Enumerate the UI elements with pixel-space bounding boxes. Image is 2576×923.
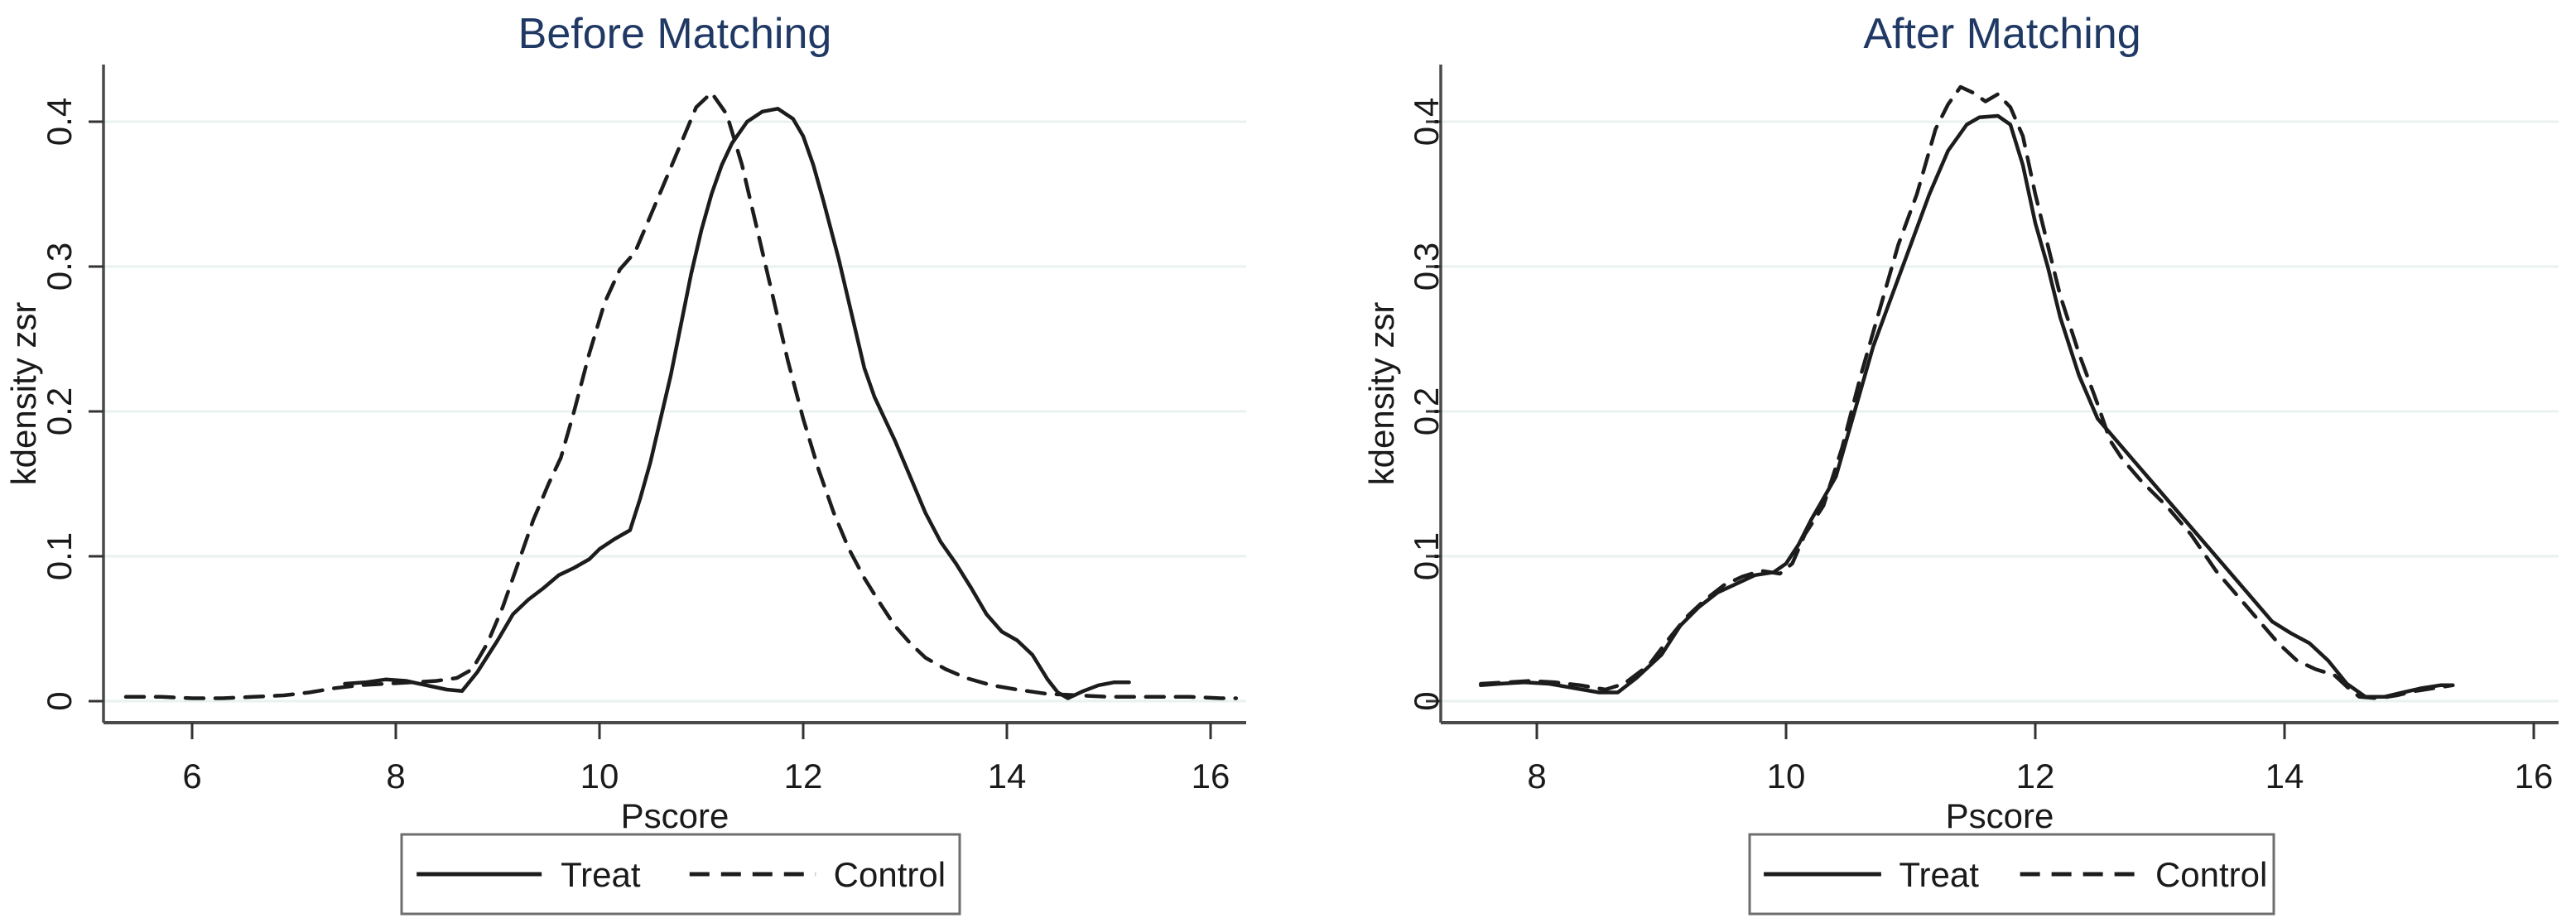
legend-item-label: Treat xyxy=(1899,855,1979,894)
y-axis-label: kdensity zsr xyxy=(1362,302,1401,486)
x-tick-label: 8 xyxy=(386,757,405,796)
y-tick-label: 0 xyxy=(1407,691,1446,710)
y-tick-label: 0.1 xyxy=(1407,532,1446,580)
y-tick-label: 0.2 xyxy=(40,387,79,435)
y-tick-label: 0.4 xyxy=(1407,98,1446,146)
after-matching-plot: After Matching 0 0.1 0.2 0.3 0.4 8 10 12 14 16 Psco… xyxy=(1362,10,2559,916)
legend-item-label: Treat xyxy=(561,855,641,894)
legend-item-label: Control xyxy=(2155,855,2267,894)
before-matching-chart: Before Matching 0 0.1 0.2 0.3 0.4 6 8 10 12 14 16 Ps… xyxy=(4,10,1246,916)
x-tick-label: 10 xyxy=(1767,757,1806,796)
x-tick-label: 14 xyxy=(2265,757,2304,796)
legend-box xyxy=(400,833,961,916)
x-tick-label: 16 xyxy=(1192,757,1230,796)
series-treat-line xyxy=(343,107,1131,700)
y-tick-label: 0 xyxy=(40,691,79,710)
x-tick-label: 12 xyxy=(784,757,823,796)
legend-item-label: Control xyxy=(834,855,946,894)
y-tick-label: 0.4 xyxy=(40,98,79,146)
series-treat-line xyxy=(1479,113,2455,699)
x-tick-label: 14 xyxy=(988,757,1027,796)
legend-box xyxy=(1748,833,2275,916)
chart-title: After Matching xyxy=(1863,10,2140,58)
chart-title: Before Matching xyxy=(518,10,832,58)
y-tick-label: 0.3 xyxy=(40,243,79,291)
y-tick-label: 0.3 xyxy=(1407,243,1446,291)
series-control-line xyxy=(123,90,1239,700)
before-matching-plot: Before Matching 0 0.1 0.2 0.3 0.4 6 8 10 12 14 16 Ps… xyxy=(4,10,1246,916)
series-control-line xyxy=(1479,84,2455,700)
x-axis-label: Pscore xyxy=(1946,796,2054,835)
y-tick-label: 0.2 xyxy=(1407,387,1446,435)
x-axis-label: Pscore xyxy=(621,796,729,835)
x-tick-label: 16 xyxy=(2515,757,2554,796)
y-tick-label: 0.1 xyxy=(40,532,79,580)
after-matching-chart: After Matching 0 0.1 0.2 0.3 0.4 8 10 12 14 16 Psco… xyxy=(1288,0,2576,923)
x-tick-label: 10 xyxy=(580,757,619,796)
x-tick-label: 6 xyxy=(182,757,201,796)
x-tick-label: 8 xyxy=(1527,757,1546,796)
x-tick-label: 12 xyxy=(2016,757,2055,796)
y-axis-label: kdensity zsr xyxy=(4,302,43,486)
